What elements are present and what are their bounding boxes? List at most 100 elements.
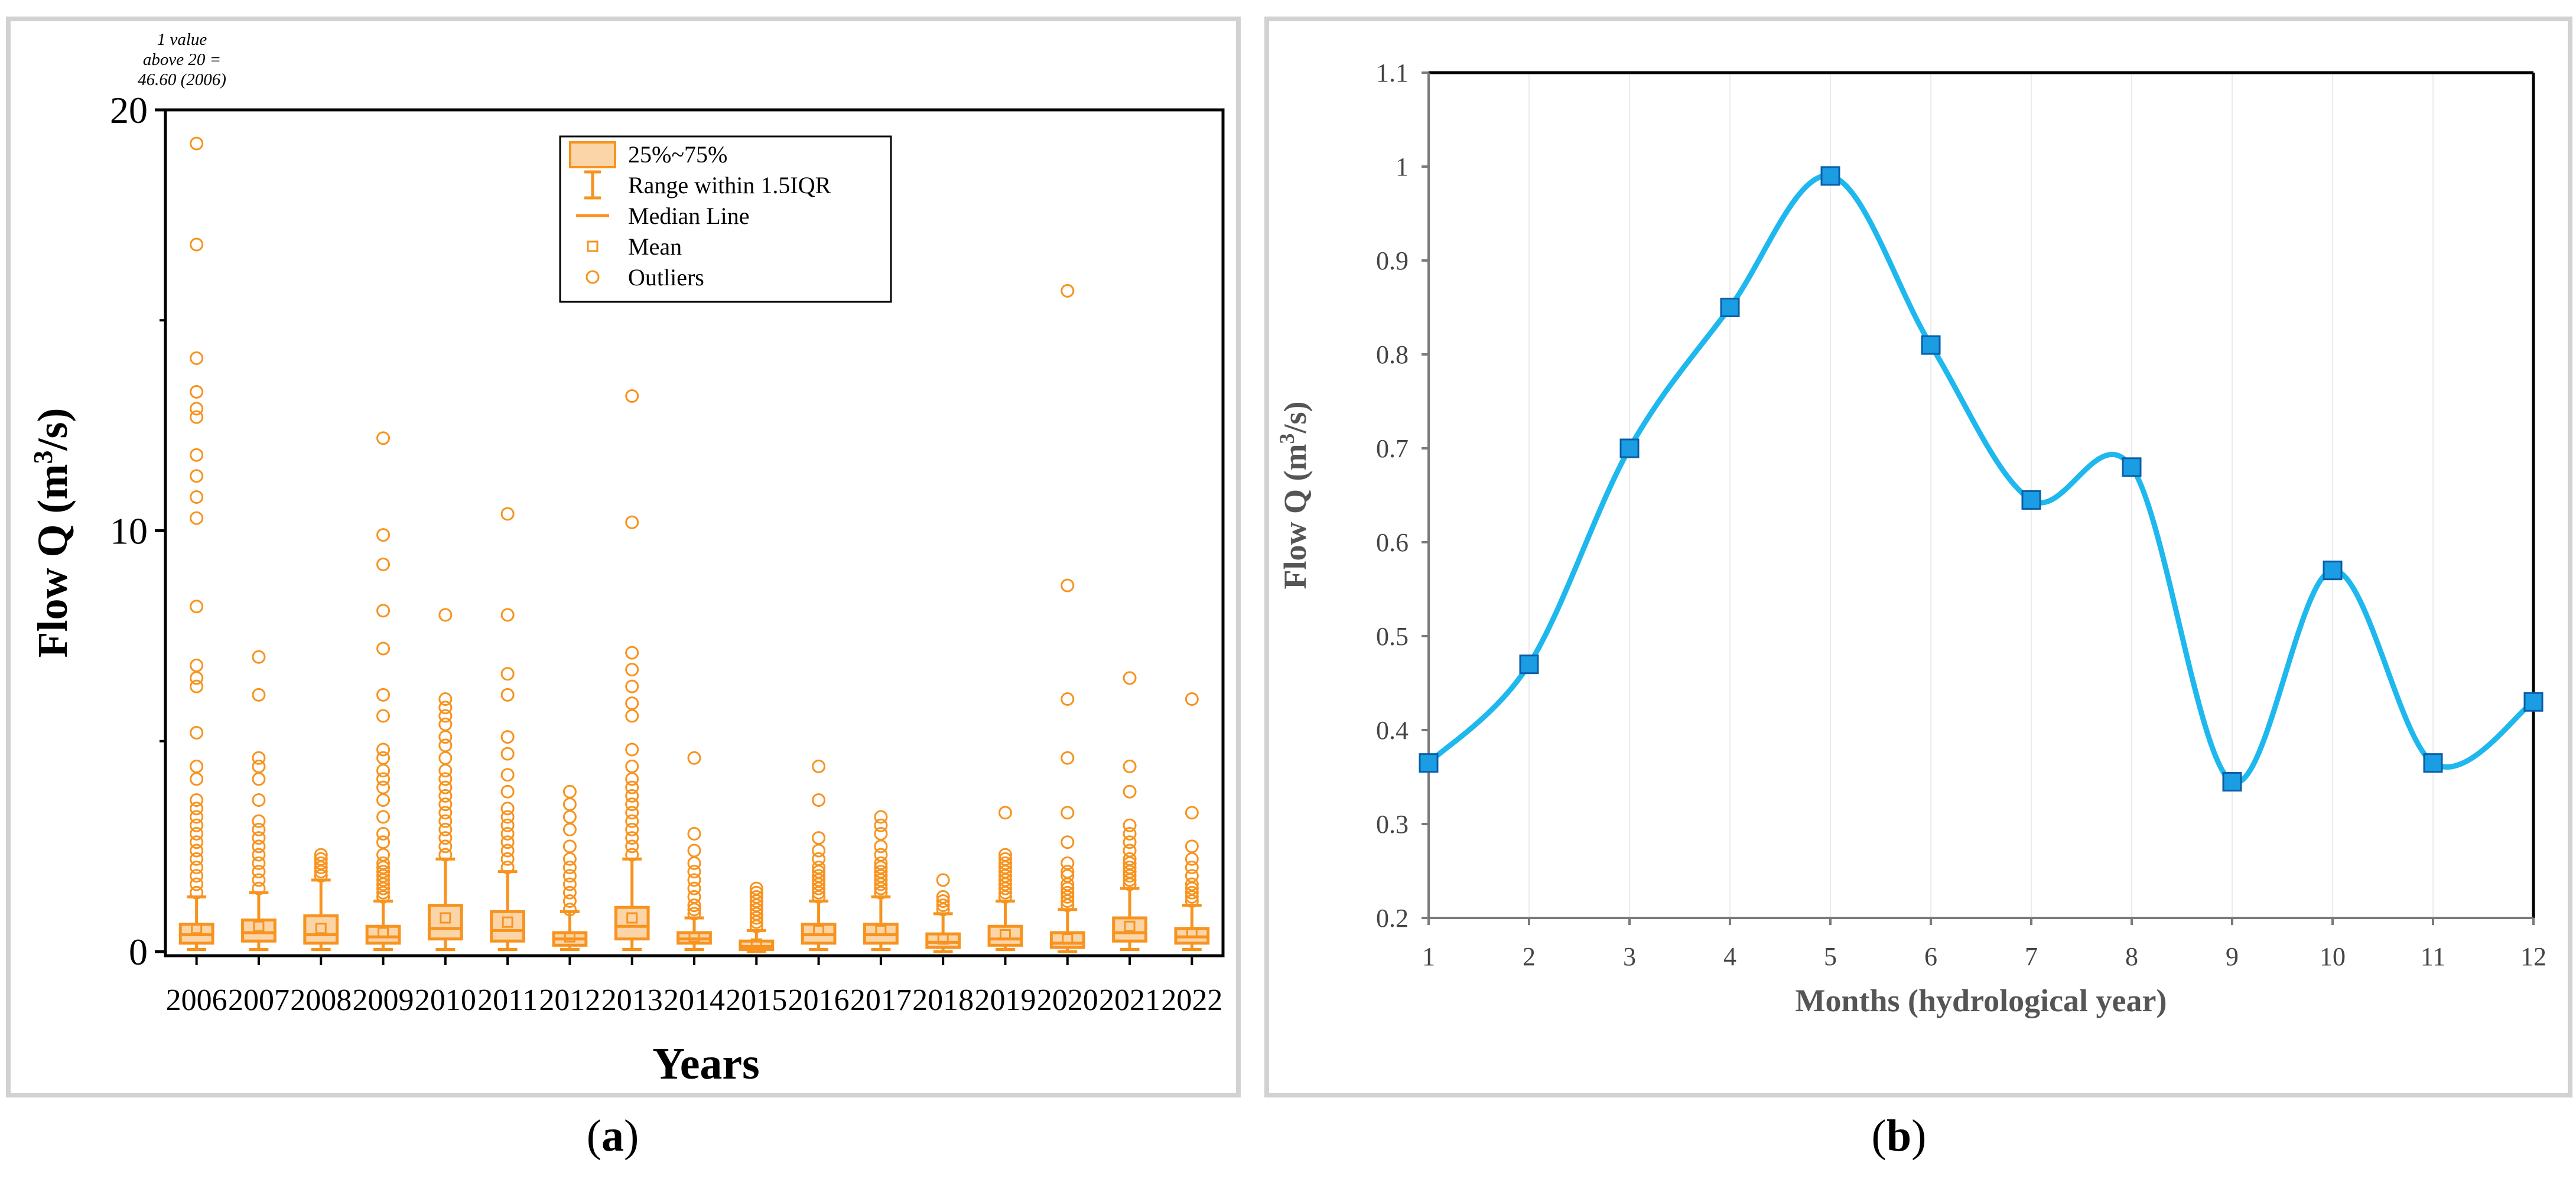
data-point-month-4 [1720,298,1740,317]
outlier-point [190,469,204,483]
outlier-point [190,490,204,504]
outlier-point [190,802,204,816]
outlier-point [625,515,639,529]
x-tick-label-b: 7 [2025,942,2038,971]
data-point-month-3 [1619,438,1640,458]
outlier-point [998,848,1012,862]
overflow-annotation-line: above 20 = [143,50,221,69]
overflow-annotation-line: 46.60 (2006) [138,70,226,89]
x-tick-label-b: 12 [2520,942,2546,971]
outlier-point [562,810,577,824]
data-point-month-6 [1921,335,1941,355]
outlier-point [687,827,701,841]
outlier-point [625,814,639,828]
x-tick-label-b: 10 [2320,942,2346,971]
x-tick-label-b: 1 [1422,942,1435,971]
outlier-point [687,881,701,895]
outlier-point [190,793,204,807]
outlier-point [376,835,391,849]
outlier-point [190,726,204,740]
y-tick-label-a: 0 [129,931,148,973]
x-tick-label-a: 2009 [353,983,414,1017]
outlier-point [438,822,453,836]
outlier-point [438,797,453,812]
outlier-point [874,818,888,832]
outlier-point [190,659,204,672]
x-tick-label-a: 2006 [166,983,227,1017]
legend-box-swatch [569,141,616,168]
outlier-point [190,511,204,525]
box-2019 [987,806,1023,951]
box-2020 [1049,284,1085,953]
iqr-box [925,932,961,949]
box-2014 [676,751,712,951]
x-tick-label-a: 2018 [912,983,974,1017]
box-2009 [365,431,401,951]
outlier-point [190,772,204,786]
outlier-point [376,764,391,778]
x-tick-label-a: 2019 [974,983,1036,1017]
box-2013 [614,389,650,951]
box-2006 [178,136,214,951]
outlier-point [1123,835,1137,849]
outlier-point [252,760,266,773]
outlier-point [500,802,515,816]
box-2017 [863,810,899,951]
y-tick-label-b: 0.3 [1376,810,1409,839]
outlier-point [562,894,577,908]
outlier-point [500,784,515,799]
outlier-point [749,881,763,895]
outlier-point [190,679,204,693]
outlier-point [190,136,204,151]
x-tick-label-a: 2008 [290,983,352,1017]
outlier-point [562,885,577,900]
outlier-point [625,663,639,677]
outlier-point [1185,861,1199,874]
outlier-point [376,772,391,786]
outlier-point [1061,284,1075,298]
outlier-point [438,764,453,778]
box-2011 [490,507,525,951]
outlier-point [438,692,453,706]
x-tick-label-a: 2007 [228,983,290,1017]
mean-marker [750,938,762,950]
outlier-point [1123,861,1137,874]
x-tick-label-a: 2020 [1037,983,1098,1017]
outlier-point [252,650,266,664]
legend-entry-label: Outliers [628,264,704,291]
x-tick-label-a: 2013 [601,983,663,1017]
outlier-point [1061,865,1075,879]
outlier-point [812,861,826,874]
outlier-point [625,709,639,723]
outlier-point [998,852,1012,866]
outlier-point [190,448,204,462]
outlier-point [190,237,204,252]
outlier-point [376,431,391,445]
outlier-point [500,608,515,622]
box-2022 [1174,692,1210,951]
outlier-point [438,839,453,854]
outlier-point [1185,885,1199,900]
outlier-point [812,760,826,773]
iqr-box [303,914,339,945]
outlier-point [438,701,453,715]
outlier-point [874,827,888,841]
x-tick-label-b: 3 [1623,942,1636,971]
outlier-point [812,831,826,845]
outlier-point [874,865,888,879]
outlier-point [190,818,204,832]
mean-marker [937,933,949,945]
outlier-point [438,780,453,794]
outlier-point [500,730,515,744]
outlier-point [1061,692,1075,706]
y-axis-title-b-prefix: Flow Q (m [1277,444,1313,590]
outlier-point [376,780,391,794]
y-axis-title-b-suffix: /s) [1277,402,1313,434]
line-chart: 0.20.30.40.50.60.70.80.911.11 2 3 4 5 6 7 8 9 10 1… [1275,58,2546,1018]
outlier-point [252,865,266,879]
x-axis-title-b: Months (hydrological year) [1796,983,2167,1018]
x-tick-label-a: 2012 [539,983,600,1017]
outlier-point [812,869,826,883]
outlier-point [687,898,701,913]
